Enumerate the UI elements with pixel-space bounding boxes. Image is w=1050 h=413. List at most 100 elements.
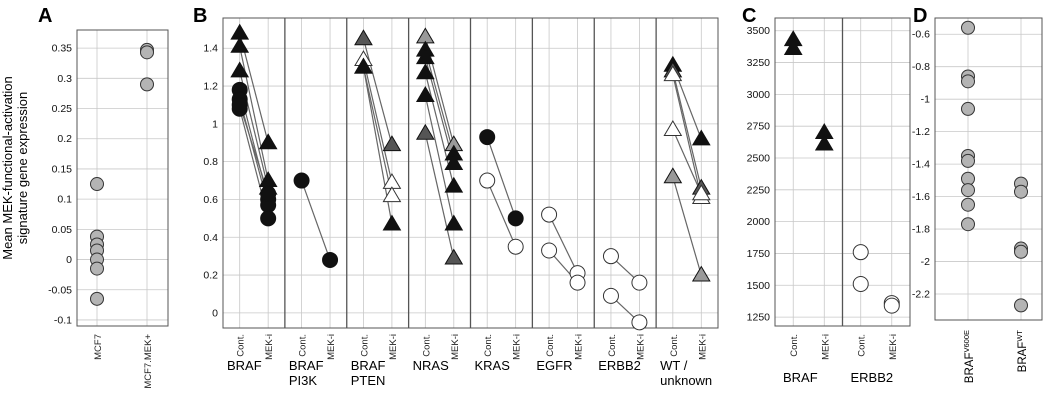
y-tick-label: 0.4 bbox=[203, 232, 218, 244]
y-tick-label: 2250 bbox=[747, 184, 771, 196]
condition-label: Cont. bbox=[545, 334, 556, 357]
pair-line bbox=[362, 59, 393, 183]
category-superscript: WT bbox=[1015, 330, 1024, 342]
group-label: BRAF bbox=[783, 370, 818, 385]
group-label: ERBB2 bbox=[851, 370, 894, 385]
pair-line bbox=[424, 49, 455, 155]
y-tick-label: 3000 bbox=[747, 89, 771, 101]
data-point bbox=[852, 244, 869, 261]
group-label: EGFR bbox=[536, 358, 572, 373]
data-point bbox=[444, 176, 464, 193]
data-point bbox=[140, 77, 154, 92]
group-label: PTEN bbox=[351, 373, 386, 388]
data-point bbox=[415, 86, 435, 102]
data-point bbox=[631, 274, 648, 291]
y-tick-label: -0.6 bbox=[912, 29, 930, 41]
data-point bbox=[569, 274, 586, 291]
data-point bbox=[961, 74, 975, 89]
panel-a: A -0.1 -0.05 0 0.05 0.1 0.15 0.2 0.25 0.3 0.35 MCF7… bbox=[38, 5, 169, 389]
pair-line bbox=[672, 129, 702, 195]
group-label: KRAS bbox=[475, 358, 511, 373]
data-point bbox=[258, 133, 278, 150]
data-point bbox=[444, 214, 464, 231]
y-tick-label: -0.1 bbox=[54, 314, 72, 326]
condition-label: Cont. bbox=[669, 334, 680, 357]
pair-line bbox=[486, 136, 517, 219]
data-point bbox=[140, 45, 154, 60]
data-point bbox=[961, 183, 975, 198]
category-base: BRAF bbox=[964, 353, 976, 384]
y-tick-label: 0.25 bbox=[52, 103, 73, 115]
data-point bbox=[90, 291, 104, 306]
pair-line bbox=[548, 214, 579, 274]
y-tick-label: 0.6 bbox=[203, 194, 218, 206]
condition-label: Cont. bbox=[483, 334, 494, 357]
data-point bbox=[783, 39, 803, 55]
category-base: BRAF bbox=[1017, 342, 1029, 373]
group-label: BRAF bbox=[351, 358, 386, 373]
data-point bbox=[1014, 244, 1028, 259]
group-label: BRAF bbox=[289, 358, 324, 373]
y-tick-label: 0 bbox=[66, 254, 72, 266]
data-point bbox=[444, 248, 464, 265]
data-point bbox=[961, 217, 975, 232]
condition-label: MEK-i bbox=[450, 334, 461, 360]
y-tick-label: 1.2 bbox=[203, 81, 218, 93]
data-point bbox=[230, 61, 250, 78]
panel-letter: A bbox=[38, 5, 52, 27]
pair-line bbox=[672, 74, 702, 198]
y-tick-label: -2.2 bbox=[912, 289, 930, 301]
data-point bbox=[507, 238, 524, 255]
y-axis-label: Mean MEK-functional-activation signature … bbox=[0, 76, 30, 260]
group-label: PI3K bbox=[289, 373, 318, 388]
condition-label: Cont. bbox=[236, 334, 247, 357]
y-tick-label: 0.2 bbox=[57, 133, 72, 145]
x-category-label: MCF7 bbox=[93, 334, 104, 360]
group-label: ERBB2 bbox=[598, 358, 641, 373]
data-point bbox=[602, 248, 619, 265]
panel-c: C 1250 1500 1750 2000 2250 2500 2750 3000 3250 350… bbox=[742, 5, 911, 385]
data-point bbox=[1014, 184, 1028, 199]
pair-line bbox=[362, 67, 393, 196]
condition-label: Cont. bbox=[857, 334, 868, 357]
condition-label: MEK-i bbox=[574, 334, 585, 360]
data-point bbox=[260, 185, 277, 202]
data-point bbox=[260, 210, 277, 227]
panel-letter: D bbox=[913, 5, 927, 27]
pair-line bbox=[486, 180, 517, 247]
y-tick-label: 1500 bbox=[747, 280, 771, 292]
data-point bbox=[507, 210, 524, 227]
data-point bbox=[479, 172, 496, 189]
data-point bbox=[541, 242, 558, 259]
condition-label: MEK-i bbox=[820, 334, 831, 360]
data-point bbox=[293, 172, 310, 189]
panel-letter: C bbox=[742, 5, 756, 27]
y-tick-label: 1 bbox=[212, 118, 218, 130]
pair-line bbox=[239, 104, 269, 194]
condition-label: Cont. bbox=[789, 334, 800, 357]
data-point bbox=[90, 177, 104, 192]
y-tick-label: -1.4 bbox=[912, 159, 930, 171]
y-tick-label: 0.05 bbox=[52, 224, 73, 236]
y-tick-label: 3500 bbox=[747, 25, 771, 37]
data-point bbox=[691, 184, 711, 201]
plot-frame bbox=[76, 29, 169, 327]
plot-frame bbox=[934, 17, 1043, 321]
y-axis-label-line: signature gene expression bbox=[15, 92, 30, 245]
condition-label: MEK-i bbox=[264, 334, 275, 360]
data-point bbox=[322, 251, 339, 268]
pair-line bbox=[424, 95, 455, 225]
y-tick-label: -0.05 bbox=[48, 284, 72, 296]
data-point bbox=[354, 57, 373, 74]
condition-label: MEK-i bbox=[512, 334, 523, 360]
data-point bbox=[814, 134, 834, 151]
data-point bbox=[691, 129, 711, 146]
data-point bbox=[479, 129, 496, 146]
x-category-label: BRAFWT bbox=[1015, 330, 1029, 373]
y-tick-label: -1.8 bbox=[912, 224, 930, 236]
condition-label: Cont. bbox=[359, 334, 370, 357]
data-point bbox=[354, 29, 373, 46]
plot-frame bbox=[222, 17, 719, 329]
condition-label: MEK-i bbox=[388, 334, 399, 360]
